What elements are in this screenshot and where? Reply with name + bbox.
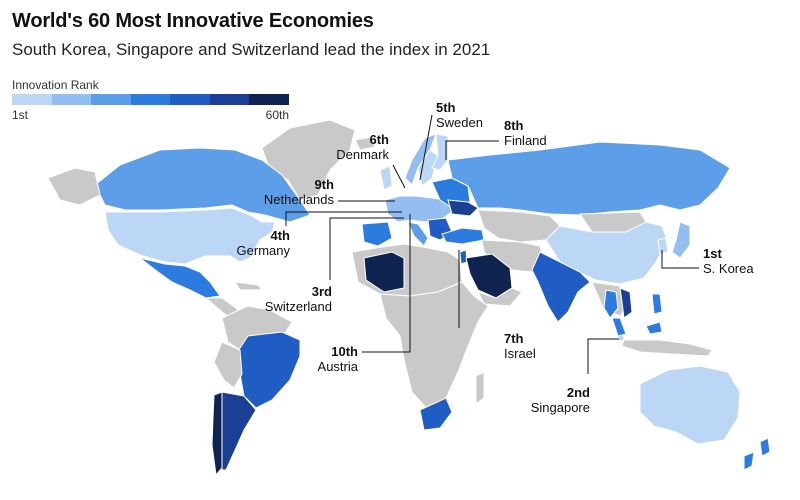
- label-denmark: 6th Denmark: [325, 132, 389, 162]
- rank-singapore: 2nd: [566, 385, 590, 400]
- legend-color-scale: [12, 94, 290, 105]
- country-indonesia: [621, 339, 713, 357]
- country-madagascar: [475, 371, 485, 405]
- country-usa-alaska: [47, 167, 101, 206]
- rank-israel: 7th: [504, 331, 524, 346]
- country-name-denmark: Denmark: [336, 147, 389, 162]
- page-subtitle: South Korea, Singapore and Switzerland l…: [12, 40, 491, 59]
- label-sweden: 5th Sweden: [436, 100, 483, 130]
- leader-line-singapore: [587, 338, 619, 374]
- country-kazakhstan: [477, 209, 561, 243]
- country-new-zealand-south: [743, 451, 755, 471]
- country-italy: [407, 221, 429, 247]
- legend-max-label: 60th: [265, 108, 289, 122]
- region-peru-bolivia: [213, 341, 243, 389]
- legend-swatch-2: [51, 94, 92, 105]
- region-caribbean: [234, 281, 264, 291]
- leader-line-skorea: [661, 250, 699, 269]
- country-philippines: [651, 293, 663, 315]
- label-israel: 7th Israel: [504, 331, 536, 361]
- country-finland: [431, 133, 449, 171]
- country-name-finland: Finland: [504, 133, 547, 148]
- leader-line-sweden: [419, 114, 433, 181]
- country-israel: [459, 249, 468, 265]
- leader-line-finland: [445, 140, 499, 160]
- country-ukraine: [447, 199, 479, 217]
- country-usa: [104, 207, 276, 265]
- rank-austria: 10th: [331, 344, 358, 359]
- rank-skorea: 1st: [703, 246, 722, 261]
- leader-line-austria: [362, 214, 411, 353]
- country-south-korea: [657, 237, 669, 255]
- country-name-sweden: Sweden: [436, 115, 483, 130]
- leader-line-switzerland: [329, 217, 404, 280]
- country-argentina: [221, 391, 257, 471]
- country-japan: [671, 221, 691, 259]
- label-singapore: 2nd Singapore: [518, 385, 590, 415]
- country-singapore: [618, 335, 624, 341]
- country-india: [531, 251, 591, 323]
- legend-min-label: 1st: [12, 108, 29, 122]
- country-russia: [447, 141, 731, 216]
- country-name-skorea: S. Korea: [703, 261, 754, 276]
- country-name-austria: Austria: [317, 359, 358, 374]
- label-finland: 8th Finland: [504, 118, 547, 148]
- country-mexico: [139, 257, 221, 299]
- legend-swatch-1: [12, 94, 52, 105]
- country-algeria: [363, 251, 405, 293]
- country-new-zealand: [759, 437, 771, 457]
- country-canada: [94, 147, 311, 223]
- country-malaysia: [611, 317, 627, 337]
- rank-finland: 8th: [504, 118, 524, 133]
- label-germany: 4th Germany: [226, 228, 290, 258]
- rank-sweden: 5th: [436, 100, 456, 115]
- label-skorea: 1st S. Korea: [703, 246, 754, 276]
- country-name-netherlands: Netherlands: [263, 192, 334, 207]
- rank-switzerland: 3rd: [311, 284, 332, 299]
- legend-swatch-4: [130, 94, 171, 105]
- country-vietnam: [619, 287, 633, 319]
- legend-swatch-6: [209, 94, 250, 105]
- legend-swatch-3: [91, 94, 131, 105]
- country-australia: [639, 365, 741, 445]
- country-norway: [404, 133, 437, 186]
- label-netherlands: 9th Netherlands: [244, 177, 334, 207]
- country-uk: [379, 165, 393, 191]
- label-austria: 10th Austria: [300, 344, 358, 374]
- page-title: World's 60 Most Innovative Economies: [12, 10, 374, 32]
- legend-swatch-5: [170, 94, 210, 105]
- country-name-switzerland: Switzerland: [264, 299, 332, 314]
- rank-germany: 4th: [270, 228, 291, 243]
- country-thailand: [603, 289, 619, 319]
- rank-denmark: 6th: [369, 132, 390, 147]
- country-chile: [211, 391, 223, 477]
- legend-swatch-7: [249, 94, 290, 105]
- legend: Innovation Rank 1st 60th: [12, 78, 292, 122]
- rank-netherlands: 9th: [314, 177, 335, 192]
- country-south-africa: [419, 397, 453, 431]
- label-switzerland: 3rd Switzerland: [250, 284, 332, 314]
- region-central-africa: [379, 281, 489, 411]
- country-iceland: [354, 136, 376, 151]
- country-name-germany: Germany: [236, 243, 290, 258]
- country-name-israel: Israel: [504, 346, 536, 361]
- region-western-europe: [384, 195, 453, 223]
- leader-line-germany: [285, 211, 402, 226]
- legend-title: Innovation Rank: [12, 78, 99, 92]
- country-malaysia-borneo: [645, 321, 663, 335]
- leader-lines: [285, 114, 699, 374]
- country-name-singapore: Singapore: [530, 400, 590, 415]
- leader-line-denmark: [392, 164, 406, 189]
- country-spain: [361, 221, 393, 247]
